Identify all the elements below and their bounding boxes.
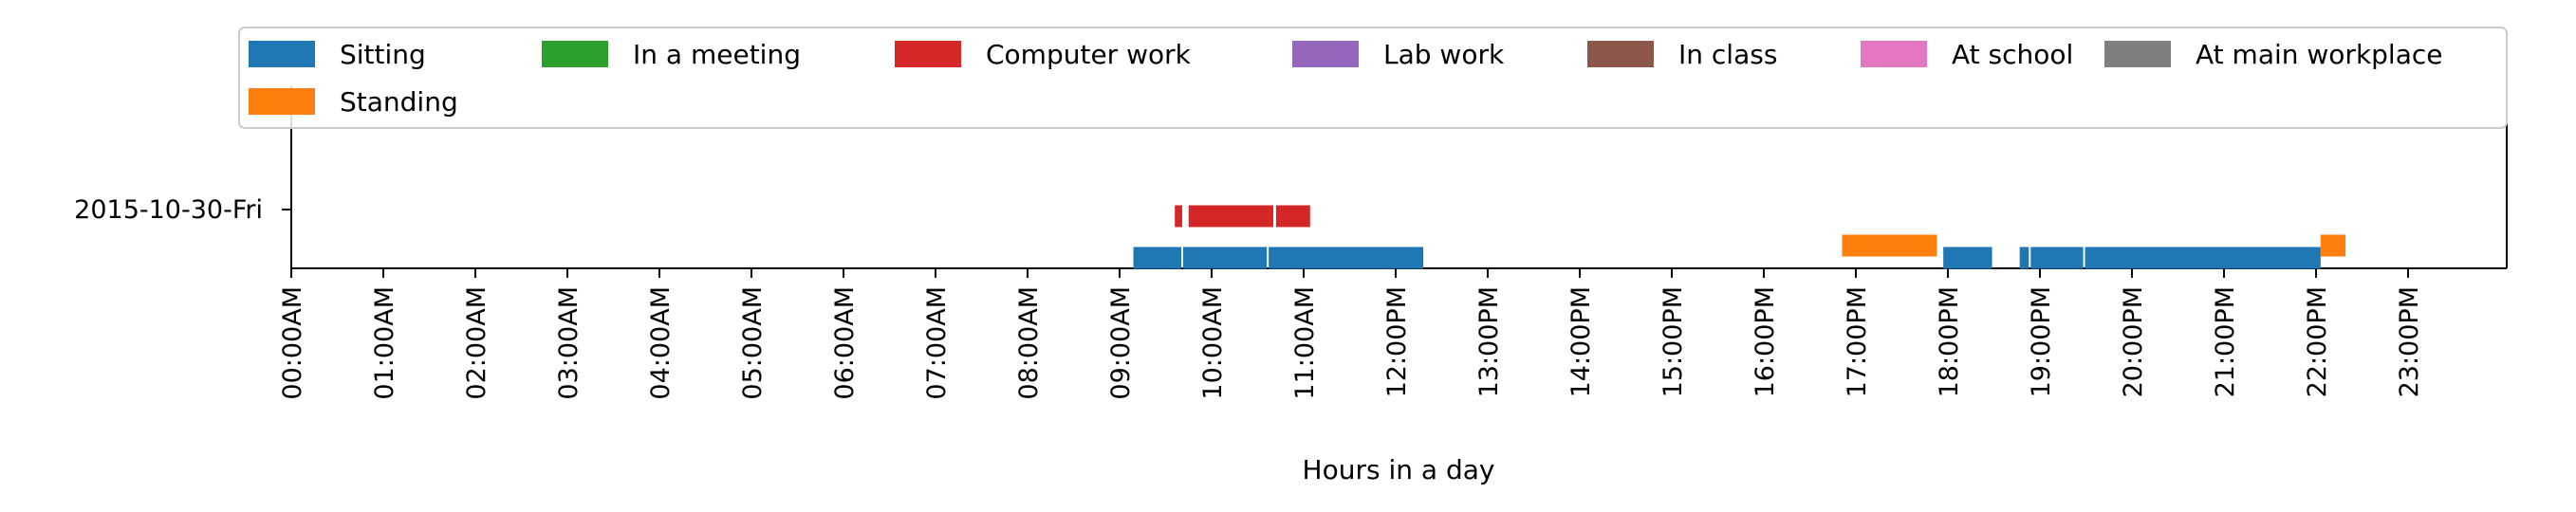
legend-swatch-lab-work [1292,41,1359,67]
legend-label-in-class: In class [1678,39,1777,70]
x-tick-label-12: 12:00PM [1382,286,1412,397]
x-tick-label-23: 23:00PM [2395,286,2424,397]
x-tick-label-15: 15:00PM [1659,286,1688,397]
x-tick-label-1: 01:00AM [370,286,399,400]
bar-computer-work-1 [1188,205,1273,228]
legend-label-sitting: Sitting [340,39,426,70]
x-tick-label-16: 16:00PM [1751,286,1780,397]
x-tick-label-20: 20:00PM [2119,286,2148,397]
x-tick-label-21: 21:00PM [2211,286,2240,397]
legend-swatch-sitting [249,41,315,67]
legend-swatch-at-school [1861,41,1927,67]
x-tick-label-11: 11:00AM [1290,286,1320,400]
legend-label-standing: Standing [340,86,458,118]
legend-label-in-a-meeting: In a meeting [633,39,801,70]
x-tick-label-22: 22:00PM [2303,286,2332,397]
bar-sitting-3 [1943,247,1992,269]
legend-label-at-main-workplace: At main workplace [2196,39,2443,70]
activity-bars [1133,205,2346,269]
legend-label-computer-work: Computer work [986,39,1192,70]
legend-swatch-computer-work [895,41,961,67]
legend-swatch-in-a-meeting [542,41,608,67]
x-tick-label-14: 14:00PM [1566,286,1596,397]
x-tick-label-10: 10:00AM [1198,286,1228,400]
bar-sitting-0 [1133,247,1181,269]
x-tick-label-3: 03:00AM [554,286,584,400]
x-tick-label-4: 04:00AM [646,286,676,400]
x-tick-label-0: 00:00AM [278,286,307,400]
legend-label-at-school: At school [1952,39,2073,70]
bar-sitting-6 [2085,247,2321,269]
legend-swatch-at-main-workplace [2104,41,2171,67]
legend-swatch-standing [249,88,315,115]
bar-sitting-1 [1182,247,1268,269]
bar-standing-1 [2320,234,2346,257]
x-tick-label-19: 19:00PM [2027,286,2056,397]
x-axis-label: Hours in a day [1303,454,1495,485]
bar-sitting-5 [2030,247,2084,269]
x-tick-label-17: 17:00PM [1843,286,1872,397]
x-tick-label-9: 09:00AM [1106,286,1136,400]
legend: Sitting Standing In a meeting Computer work… [238,27,2508,129]
bar-sitting-4 [2019,247,2029,269]
x-tick-label-7: 07:00AM [922,286,952,400]
x-tick-label-18: 18:00PM [1935,286,1964,397]
x-axis-ticks: 00:00AM 01:00AM 02:00AM 03:00AM 04:00AM 05:00… [278,268,2424,400]
y-tick-label-day: 2015-10-30-Fri [74,195,263,225]
x-tick-label-5: 05:00AM [738,286,768,400]
bar-sitting-2 [1269,247,1424,269]
legend-label-lab-work: Lab work [1383,39,1505,70]
x-tick-label-6: 06:00AM [830,286,860,400]
x-tick-label-8: 08:00AM [1014,286,1044,400]
x-tick-label-13: 13:00PM [1474,286,1504,397]
legend-swatch-in-class [1587,41,1654,67]
x-tick-label-2: 02:00AM [462,286,491,400]
bar-computer-work-2 [1275,205,1310,228]
legend-frame [238,27,2508,129]
bar-standing-0 [1842,234,1937,257]
bar-computer-work-0 [1175,205,1182,228]
